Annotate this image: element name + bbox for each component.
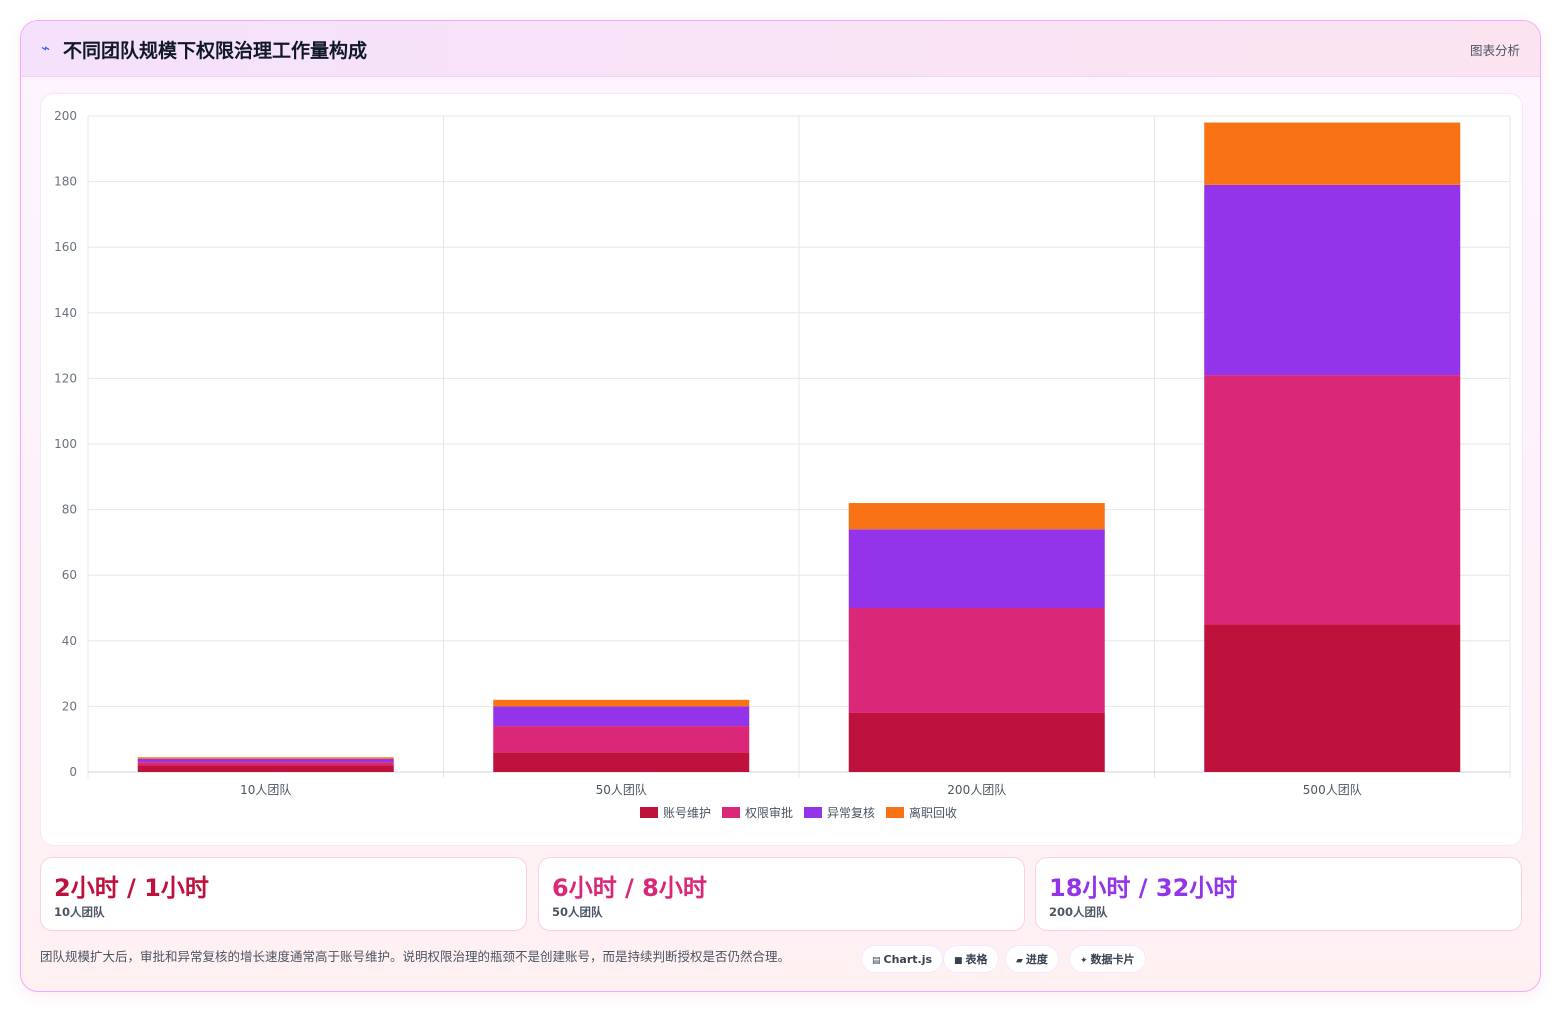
pill-chartjs[interactable]: ▤ Chart.js bbox=[861, 945, 944, 973]
stat-label: 10人团队 bbox=[54, 905, 105, 919]
y-tick-label: 80 bbox=[62, 503, 77, 517]
bar-segment bbox=[493, 752, 750, 772]
legend-label: 异常复核 bbox=[827, 806, 875, 820]
y-tick-label: 140 bbox=[54, 306, 77, 320]
y-tick-label: 60 bbox=[62, 568, 77, 582]
pill-progress[interactable]: ▰ 进度 bbox=[1005, 945, 1059, 973]
pill-label: 表格 bbox=[965, 953, 988, 966]
table-icon: ■ bbox=[954, 956, 963, 966]
bar-segment bbox=[1204, 624, 1461, 772]
pill-data-card[interactable]: ✦ 数据卡片 bbox=[1069, 945, 1146, 973]
legend-label: 账号维护 bbox=[663, 806, 711, 820]
bar-segment bbox=[848, 529, 1105, 608]
pill-label: 进度 bbox=[1025, 953, 1048, 966]
progress-icon: ▰ bbox=[1016, 956, 1023, 966]
bar-segment bbox=[137, 765, 394, 772]
x-tick-label: 200人团队 bbox=[947, 782, 1006, 797]
y-tick-label: 160 bbox=[54, 240, 77, 254]
y-tick-label: 100 bbox=[54, 437, 77, 451]
stat-value: 2小时 / 1小时 bbox=[54, 874, 209, 902]
x-tick-label: 50人团队 bbox=[596, 782, 647, 797]
bar-segment bbox=[137, 758, 394, 763]
chart-card: ⌁ 不同团队规模下权限治理工作量构成 图表分析 0 20 40 60 80 100 120 1… bbox=[20, 20, 1541, 992]
stat-value: 6小时 / 8小时 bbox=[552, 874, 707, 902]
y-tick-label: 0 bbox=[69, 765, 77, 779]
legend-swatch bbox=[640, 807, 658, 818]
stat-card-50: 6小时 / 8小时 50人团队 bbox=[538, 857, 1025, 931]
card-header: ⌁ 不同团队规模下权限治理工作量构成 图表分析 bbox=[21, 21, 1540, 77]
bar-segment bbox=[493, 706, 750, 727]
bar-segment bbox=[848, 608, 1105, 713]
bar-segment bbox=[137, 757, 394, 759]
bar-segment bbox=[1204, 184, 1461, 376]
x-tick-label: 10人团队 bbox=[240, 782, 291, 797]
bar-segment bbox=[493, 726, 750, 753]
stat-card-200: 18小时 / 32小时 200人团队 bbox=[1035, 857, 1522, 931]
y-tick-label: 20 bbox=[62, 699, 77, 713]
x-tick-label: 500人团队 bbox=[1303, 782, 1362, 797]
analysis-note: 团队规模扩大后，审批和异常复核的增长速度通常高于账号维护。说明权限治理的瓶颈不是… bbox=[40, 949, 791, 964]
sparkle-icon: ✦ bbox=[1080, 956, 1088, 966]
bar-segment bbox=[493, 699, 750, 707]
stat-cards: 2小时 / 1小时 10人团队 6小时 / 8小时 50人团队 18小时 / 3… bbox=[40, 857, 1523, 931]
bar-segment bbox=[848, 503, 1105, 530]
stat-label: 200人团队 bbox=[1049, 905, 1108, 919]
bar-segment bbox=[1204, 375, 1461, 625]
y-tick-label: 120 bbox=[54, 371, 77, 385]
stacked-bar-chart: 0 20 40 60 80 100 120 140 160 180 200 10人团队 50人团队 200… bbox=[54, 109, 1511, 820]
y-tick-label: 200 bbox=[54, 109, 77, 123]
legend-label: 权限审批 bbox=[745, 805, 793, 820]
stat-value: 18小时 / 32小时 bbox=[1049, 874, 1238, 902]
pill-table[interactable]: ■ 表格 bbox=[943, 945, 999, 973]
bar-segment bbox=[848, 712, 1105, 772]
y-tick-label: 180 bbox=[54, 175, 77, 189]
stat-card-10: 2小时 / 1小时 10人团队 bbox=[40, 857, 527, 931]
trend-icon: ⌁ bbox=[41, 39, 51, 57]
chart-analysis-tag[interactable]: 图表分析 bbox=[1469, 43, 1520, 58]
y-tick-label: 40 bbox=[62, 634, 77, 648]
stat-label: 50人团队 bbox=[552, 905, 603, 919]
legend-label: 离职回收 bbox=[909, 805, 957, 820]
legend-swatch bbox=[886, 807, 904, 818]
chart-icon: ▤ bbox=[872, 956, 881, 966]
chart-panel: 0 20 40 60 80 100 120 140 160 180 200 10人团队 50人团队 200… bbox=[40, 93, 1523, 846]
pill-label: 数据卡片 bbox=[1090, 953, 1135, 966]
legend-swatch bbox=[722, 807, 740, 818]
legend-swatch bbox=[804, 807, 822, 818]
pill-label: Chart.js bbox=[883, 953, 933, 966]
chart-title: 不同团队规模下权限治理工作量构成 bbox=[63, 40, 368, 62]
bar-segment bbox=[137, 762, 394, 766]
bar-segment bbox=[1204, 122, 1461, 185]
